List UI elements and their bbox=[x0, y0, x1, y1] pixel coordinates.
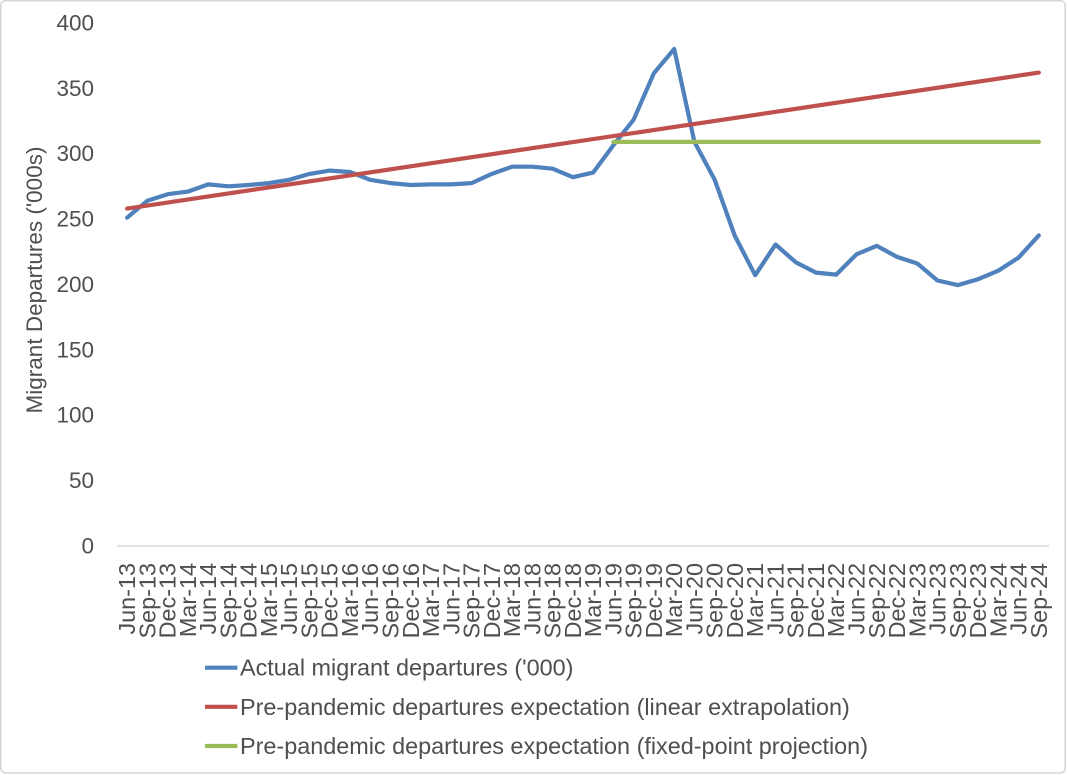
svg-text:50: 50 bbox=[69, 468, 94, 493]
svg-text:Dec-17: Dec-17 bbox=[479, 563, 505, 638]
svg-text:Mar-24: Mar-24 bbox=[985, 563, 1011, 637]
svg-text:Pre-pandemic departures expect: Pre-pandemic departures expectation (lin… bbox=[240, 694, 850, 720]
svg-text:Jun-16: Jun-16 bbox=[357, 563, 383, 635]
svg-text:Jun-20: Jun-20 bbox=[681, 563, 707, 635]
svg-text:Dec-14: Dec-14 bbox=[236, 563, 262, 638]
svg-text:Mar-19: Mar-19 bbox=[580, 563, 606, 637]
svg-text:Sep-20: Sep-20 bbox=[702, 563, 728, 638]
svg-text:Jun-13: Jun-13 bbox=[114, 563, 140, 635]
svg-text:Mar-20: Mar-20 bbox=[661, 563, 687, 637]
svg-text:Dec-18: Dec-18 bbox=[560, 563, 586, 638]
svg-text:Jun-24: Jun-24 bbox=[1006, 563, 1032, 635]
svg-text:Sep-16: Sep-16 bbox=[378, 563, 404, 638]
svg-text:Jun-18: Jun-18 bbox=[519, 563, 545, 635]
svg-text:Mar-18: Mar-18 bbox=[499, 563, 525, 637]
svg-text:Dec-15: Dec-15 bbox=[317, 563, 343, 638]
svg-text:350: 350 bbox=[56, 76, 94, 101]
svg-text:100: 100 bbox=[56, 403, 94, 428]
svg-text:Sep-13: Sep-13 bbox=[134, 563, 160, 638]
svg-text:0: 0 bbox=[81, 533, 94, 558]
svg-text:Sep-17: Sep-17 bbox=[459, 563, 485, 638]
svg-text:Dec-20: Dec-20 bbox=[722, 563, 748, 638]
svg-text:Dec-22: Dec-22 bbox=[884, 563, 910, 638]
svg-text:300: 300 bbox=[56, 141, 94, 166]
svg-text:Mar-23: Mar-23 bbox=[904, 563, 930, 637]
svg-text:Jun-14: Jun-14 bbox=[195, 563, 221, 635]
svg-text:250: 250 bbox=[56, 207, 94, 232]
svg-text:Sep-14: Sep-14 bbox=[215, 563, 241, 638]
svg-text:Sep-19: Sep-19 bbox=[621, 563, 647, 638]
svg-text:Dec-13: Dec-13 bbox=[155, 563, 181, 638]
svg-text:Sep-23: Sep-23 bbox=[945, 563, 971, 638]
svg-text:Dec-19: Dec-19 bbox=[641, 563, 667, 638]
svg-text:Dec-23: Dec-23 bbox=[965, 563, 991, 638]
svg-text:200: 200 bbox=[56, 272, 94, 297]
svg-text:Jun-17: Jun-17 bbox=[438, 563, 464, 635]
svg-text:Jun-23: Jun-23 bbox=[925, 563, 951, 635]
svg-text:Mar-14: Mar-14 bbox=[175, 563, 201, 637]
svg-text:Dec-16: Dec-16 bbox=[398, 563, 424, 638]
svg-text:Pre-pandemic departures expect: Pre-pandemic departures expectation (fix… bbox=[240, 733, 868, 759]
svg-text:Mar-15: Mar-15 bbox=[256, 563, 282, 637]
svg-text:Jun-19: Jun-19 bbox=[600, 563, 626, 635]
svg-text:Jun-15: Jun-15 bbox=[276, 563, 302, 635]
svg-text:Mar-16: Mar-16 bbox=[337, 563, 363, 637]
svg-text:Mar-22: Mar-22 bbox=[823, 563, 849, 637]
svg-text:Dec-21: Dec-21 bbox=[803, 563, 829, 638]
svg-text:Jun-22: Jun-22 bbox=[844, 563, 870, 635]
svg-text:150: 150 bbox=[56, 337, 94, 362]
svg-text:Sep-21: Sep-21 bbox=[783, 563, 809, 638]
svg-text:Migrant Departures ('000s): Migrant Departures ('000s) bbox=[22, 147, 47, 414]
svg-text:Mar-17: Mar-17 bbox=[418, 563, 444, 637]
svg-text:400: 400 bbox=[56, 10, 94, 35]
svg-text:Sep-24: Sep-24 bbox=[1026, 563, 1052, 638]
svg-text:Mar-21: Mar-21 bbox=[742, 563, 768, 637]
svg-text:Actual migrant departures ('00: Actual migrant departures ('000) bbox=[240, 655, 573, 681]
svg-text:Sep-18: Sep-18 bbox=[540, 563, 566, 638]
svg-text:Sep-15: Sep-15 bbox=[297, 563, 323, 638]
svg-text:Jun-21: Jun-21 bbox=[763, 563, 789, 635]
svg-text:Sep-22: Sep-22 bbox=[864, 563, 890, 638]
